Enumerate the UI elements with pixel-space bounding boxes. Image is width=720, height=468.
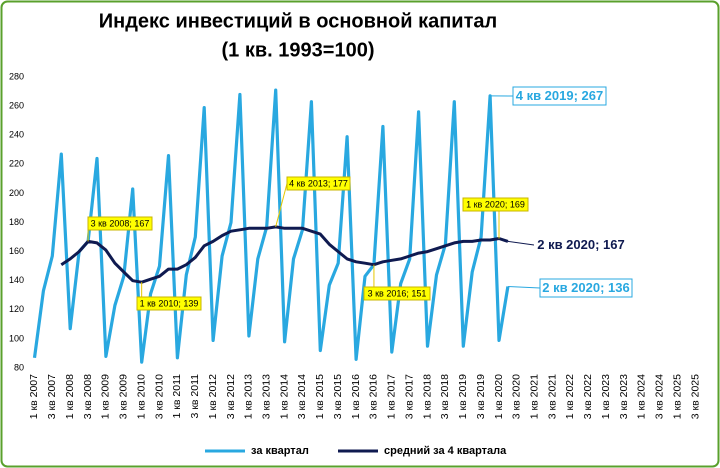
y-tick-label: 120 (9, 304, 24, 314)
annotation-label: 2 кв 2020; 136 (542, 280, 630, 295)
y-tick-label: 100 (9, 333, 24, 343)
y-tick-label: 140 (9, 275, 24, 285)
annotation-label: 3 кв 2016; 151 (368, 288, 427, 298)
annotation-pointer (507, 240, 535, 246)
x-tick-label: 1 кв 2018 (421, 374, 433, 419)
series-line (32, 88, 510, 364)
legend-label: средний за 4 квартала (384, 445, 507, 457)
annotation-pointer (507, 286, 541, 289)
x-tick-label: 1 кв 2023 (600, 374, 612, 419)
x-tick-label: 3 кв 2008 (82, 374, 94, 419)
x-tick-label: 1 кв 2017 (386, 374, 398, 419)
x-tick-label: 1 кв 2009 (100, 374, 112, 419)
y-tick-label: 180 (9, 217, 24, 227)
x-tick-label: 1 кв 2013 (243, 374, 255, 419)
x-tick-label: 3 кв 2018 (439, 374, 451, 419)
y-tick-label: 260 (9, 100, 24, 110)
annotation-box (512, 86, 607, 106)
x-tick-label: 3 кв 2011 (189, 374, 201, 419)
x-tick-label: 3 кв 2019 (475, 374, 487, 419)
x-tick-label: 3 кв 2007 (46, 374, 58, 419)
y-tick-label: 220 (9, 159, 24, 169)
annotation-pointer (275, 183, 288, 227)
x-tick-label: 1 кв 2014 (278, 374, 290, 419)
x-tick-label: 3 кв 2015 (332, 374, 344, 419)
x-tick-label: 1 кв 2022 (564, 374, 576, 419)
x-tick-label: 1 кв 2008 (64, 374, 76, 419)
y-tick-label: 80 (14, 362, 24, 372)
annotation-box (534, 236, 628, 254)
annotation-label: 4 кв 2019; 267 (516, 88, 604, 103)
chart-subtitle: (1 кв. 1993=100) (222, 39, 375, 61)
x-tick-label: 3 кв 2025 (689, 374, 701, 419)
x-tick-label: 1 кв 2016 (350, 374, 362, 419)
annotation-box (286, 176, 351, 191)
annotation-box (462, 197, 529, 212)
x-tick-label: 1 кв 2012 (207, 374, 219, 419)
x-tick-label: 3 кв 2012 (225, 374, 237, 419)
x-tick-label: 3 кв 2022 (582, 374, 594, 419)
x-tick-label: 3 кв 2024 (654, 374, 666, 419)
annotation-box (136, 296, 202, 311)
series-line (60, 225, 509, 284)
x-tick-label: 3 кв 2017 (403, 374, 415, 419)
y-tick-label: 200 (9, 188, 24, 198)
annotation-label: 4 кв 2013; 177 (289, 178, 348, 188)
chart-title: Индекс инвестиций в основной капитал (99, 10, 497, 32)
x-tick-label: 1 кв 2025 (671, 374, 683, 419)
x-tick-label: 3 кв 2023 (618, 374, 630, 419)
x-tick-label: 1 кв 2019 (457, 374, 469, 419)
x-tick-label: 1 кв 2007 (28, 374, 40, 419)
y-tick-label: 240 (9, 130, 24, 140)
y-tick-label: 160 (9, 246, 24, 256)
x-tick-label: 1 кв 2021 (529, 374, 541, 419)
x-tick-label: 1 кв 2020 (493, 374, 505, 419)
y-tick-label: 280 (9, 71, 24, 81)
annotation-box (363, 286, 431, 301)
x-tick-label: 3 кв 2009 (118, 374, 130, 419)
annotation-label: 1 кв 2020; 169 (466, 199, 525, 209)
x-tick-label: 3 кв 2014 (296, 374, 308, 419)
x-tick-label: 3 кв 2010 (153, 374, 165, 419)
x-tick-label: 1 кв 2015 (314, 374, 326, 419)
annotation-box (87, 216, 153, 231)
annotation-label: 3 кв 2008; 167 (91, 218, 150, 228)
x-tick-label: 1 кв 2011 (171, 374, 183, 419)
legend-label: за квартал (251, 445, 309, 457)
annotation-label: 2 кв 2020; 167 (537, 237, 625, 252)
x-tick-label: 3 кв 2021 (546, 374, 558, 419)
x-tick-label: 3 кв 2016 (368, 374, 380, 419)
x-tick-label: 1 кв 2010 (135, 374, 147, 419)
x-tick-label: 3 кв 2020 (511, 374, 523, 419)
x-tick-label: 1 кв 2024 (636, 374, 648, 419)
x-tick-label: 3 кв 2013 (261, 374, 273, 419)
annotation-box (539, 278, 633, 298)
annotation-label: 1 кв 2010; 139 (140, 298, 199, 308)
